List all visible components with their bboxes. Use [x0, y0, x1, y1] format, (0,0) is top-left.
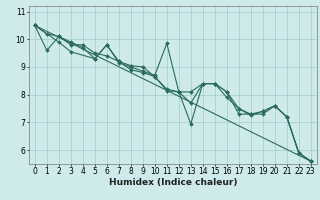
X-axis label: Humidex (Indice chaleur): Humidex (Indice chaleur): [108, 178, 237, 187]
